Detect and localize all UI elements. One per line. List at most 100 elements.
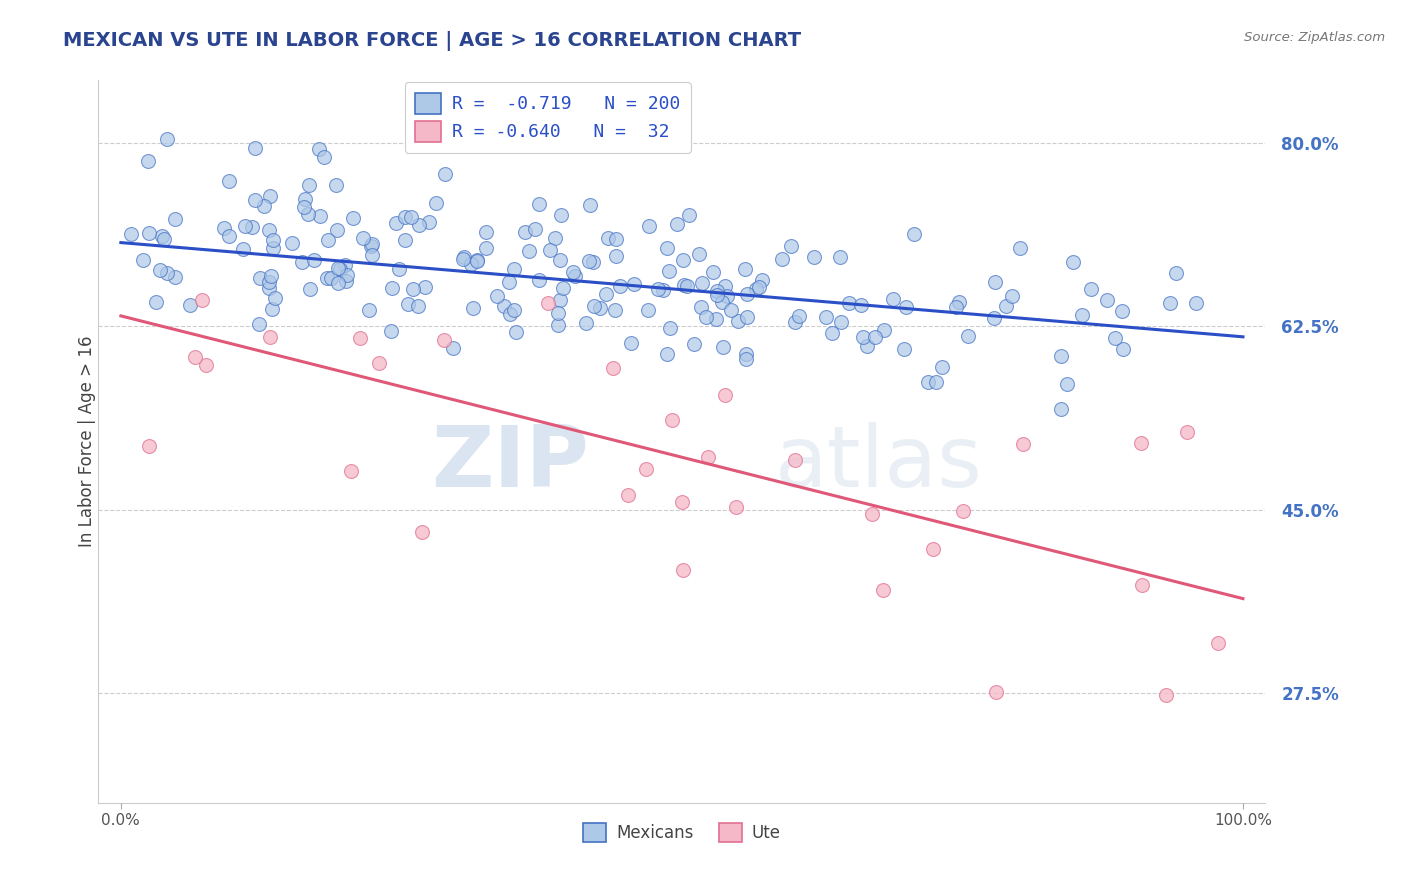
Point xyxy=(381,281,404,295)
Point xyxy=(433,333,456,347)
Point xyxy=(513,226,536,240)
Point xyxy=(503,262,526,277)
Point xyxy=(349,330,371,344)
Point xyxy=(672,563,695,577)
Point xyxy=(309,209,332,223)
Point xyxy=(396,297,419,311)
Point xyxy=(297,207,319,221)
Point xyxy=(695,310,717,325)
Point xyxy=(544,231,567,245)
Point xyxy=(714,388,737,402)
Point xyxy=(704,311,727,326)
Point xyxy=(734,351,756,366)
Point xyxy=(517,244,540,258)
Point xyxy=(298,178,321,192)
Point xyxy=(1130,435,1153,450)
Point xyxy=(620,336,643,351)
Point xyxy=(411,525,433,540)
Point xyxy=(326,222,349,236)
Point xyxy=(745,282,768,296)
Point xyxy=(690,300,713,314)
Point xyxy=(1130,578,1153,592)
Point xyxy=(292,201,315,215)
Point xyxy=(138,439,160,453)
Point xyxy=(647,282,669,296)
Point xyxy=(249,270,271,285)
Point xyxy=(233,219,256,233)
Point xyxy=(475,241,498,255)
Text: ZIP: ZIP xyxy=(430,422,589,505)
Point xyxy=(401,282,423,296)
Point xyxy=(658,321,681,335)
Point xyxy=(413,279,436,293)
Point xyxy=(706,285,728,299)
Point xyxy=(780,239,803,253)
Point xyxy=(697,450,720,464)
Point xyxy=(671,495,693,509)
Point xyxy=(734,347,756,361)
Point xyxy=(1011,436,1033,450)
Point xyxy=(547,306,569,320)
Point xyxy=(671,253,693,268)
Point xyxy=(1154,689,1177,703)
Point xyxy=(368,356,391,370)
Point xyxy=(232,243,254,257)
Point xyxy=(852,330,875,344)
Point xyxy=(461,301,484,315)
Point xyxy=(361,248,384,262)
Point xyxy=(994,299,1017,313)
Point xyxy=(302,253,325,268)
Point xyxy=(538,243,561,257)
Point xyxy=(787,309,810,323)
Point xyxy=(163,211,186,226)
Point xyxy=(873,323,896,337)
Point xyxy=(281,235,304,250)
Point xyxy=(945,300,967,314)
Point xyxy=(637,303,659,318)
Point xyxy=(335,274,357,288)
Point xyxy=(548,252,571,267)
Point xyxy=(578,253,600,268)
Point xyxy=(815,310,838,324)
Point xyxy=(688,247,710,261)
Point xyxy=(896,301,918,315)
Point xyxy=(308,142,330,156)
Point xyxy=(499,307,522,321)
Point xyxy=(145,294,167,309)
Point xyxy=(948,294,970,309)
Point xyxy=(333,259,356,273)
Point xyxy=(734,262,756,277)
Point xyxy=(136,153,159,168)
Point xyxy=(257,223,280,237)
Point xyxy=(262,301,284,316)
Point xyxy=(1185,296,1208,310)
Point xyxy=(830,315,852,329)
Point xyxy=(132,252,155,267)
Point xyxy=(190,293,212,307)
Point xyxy=(605,303,627,318)
Point xyxy=(609,279,631,293)
Point xyxy=(706,287,728,301)
Legend: Mexicans, Ute: Mexicans, Ute xyxy=(576,816,787,848)
Point xyxy=(329,261,352,276)
Point xyxy=(602,361,624,376)
Point xyxy=(638,219,661,233)
Point xyxy=(399,210,422,224)
Point xyxy=(983,310,1005,325)
Point xyxy=(425,196,447,211)
Point xyxy=(710,295,733,310)
Point xyxy=(623,277,645,292)
Point xyxy=(672,277,695,292)
Point xyxy=(582,254,605,268)
Point xyxy=(465,254,488,268)
Point xyxy=(299,282,322,296)
Point xyxy=(596,231,619,245)
Point xyxy=(725,500,748,514)
Point xyxy=(218,228,240,243)
Point xyxy=(218,173,240,187)
Point xyxy=(394,210,416,224)
Point xyxy=(550,208,572,222)
Point xyxy=(893,343,915,357)
Point xyxy=(735,310,758,324)
Point xyxy=(770,252,793,266)
